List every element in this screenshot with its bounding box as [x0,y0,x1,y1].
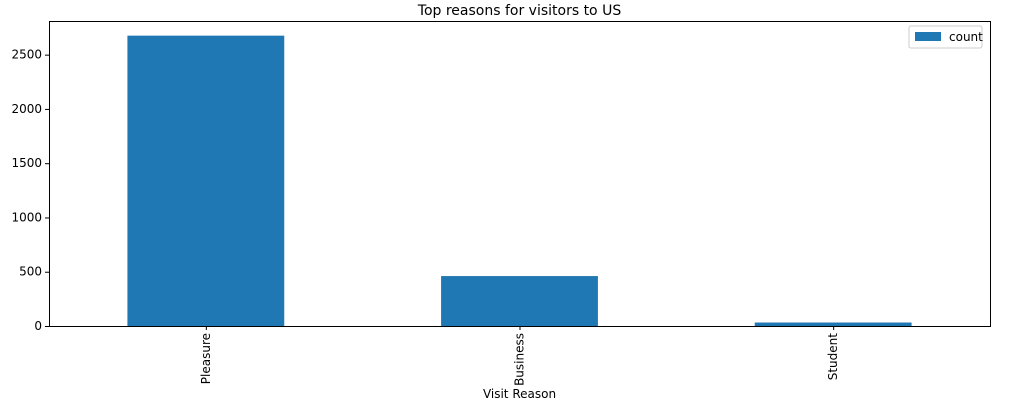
y-tick-label: 1000 [11,210,42,224]
x-tick-label-pleasure: Pleasure [199,333,213,384]
y-tick-label: 500 [19,265,42,279]
y-tick-label: 1500 [11,156,42,170]
y-tick-label: 2000 [11,102,42,116]
legend-label-count: count [949,30,983,44]
legend: count [908,25,983,49]
bar-student [754,322,912,326]
x-axis-title: Visit Reason [483,387,556,401]
y-tick-label: 0 [34,319,42,333]
bar-business [441,276,598,326]
bars-layer [127,35,912,327]
legend-box [908,25,983,49]
legend-swatch-count [915,32,941,41]
chart-title: Top reasons for visitors to US [417,3,622,19]
x-axis: Pleasure Business Student [199,326,840,386]
x-tick-label-business: Business [513,333,527,386]
x-tick-label-student: Student [826,333,840,381]
y-tick-label: 2500 [11,48,42,62]
bar-pleasure [127,35,285,327]
y-axis: 0 500 1000 1500 2000 2500 [11,48,49,333]
